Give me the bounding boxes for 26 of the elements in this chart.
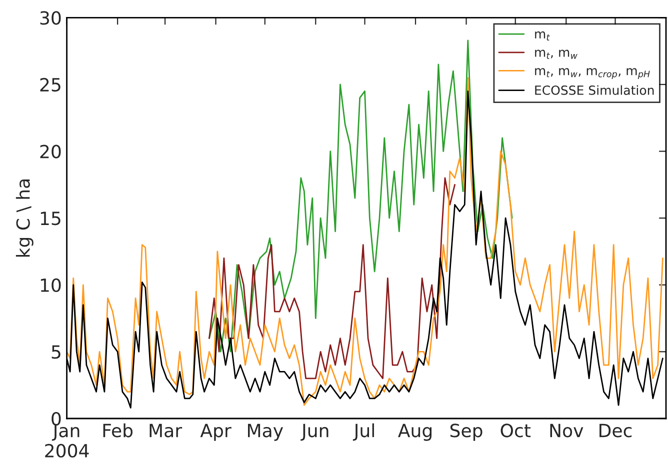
x-tick-label: Feb (103, 423, 133, 438)
legend-label: m$_{t}$, m$_{w}$ (535, 50, 578, 59)
x-tick-label: Jan 2004 (45, 424, 89, 458)
x-tick-label: Jul (352, 423, 374, 441)
y-tick-label: 15 (40, 212, 60, 226)
y-tick-label: 20 (40, 144, 61, 158)
x-tick-label: Jun (300, 424, 328, 441)
line-series (208, 40, 513, 352)
y-tick-label: 5 (52, 345, 60, 359)
legend-label: ECOSSE Simulation (535, 85, 654, 95)
x-tick-label: May (248, 424, 284, 441)
x-tick-label: Apr (200, 424, 232, 441)
legend-label: m$_{t}$ (535, 31, 550, 40)
line-series (208, 177, 456, 380)
x-tick-label: Dec (600, 424, 632, 438)
x-tick-label: Aug (398, 424, 432, 441)
y-tick-label: 0 (52, 412, 61, 426)
y-axis-title: kg C \ ha (16, 180, 34, 257)
y-tick-label: 30 (40, 11, 61, 25)
y-tick-label: 25 (40, 78, 60, 92)
legend-label: m$_{t}$, m$_{w}$, m$_{crop}$, m$_{pH}$ (535, 68, 650, 79)
x-tick-label: Mar (150, 424, 182, 438)
y-tick-label: 10 (40, 278, 61, 292)
x-tick-label: Nov (550, 424, 584, 438)
x-tick-label: Sep (450, 424, 482, 441)
x-tick-label: Oct (500, 424, 531, 438)
